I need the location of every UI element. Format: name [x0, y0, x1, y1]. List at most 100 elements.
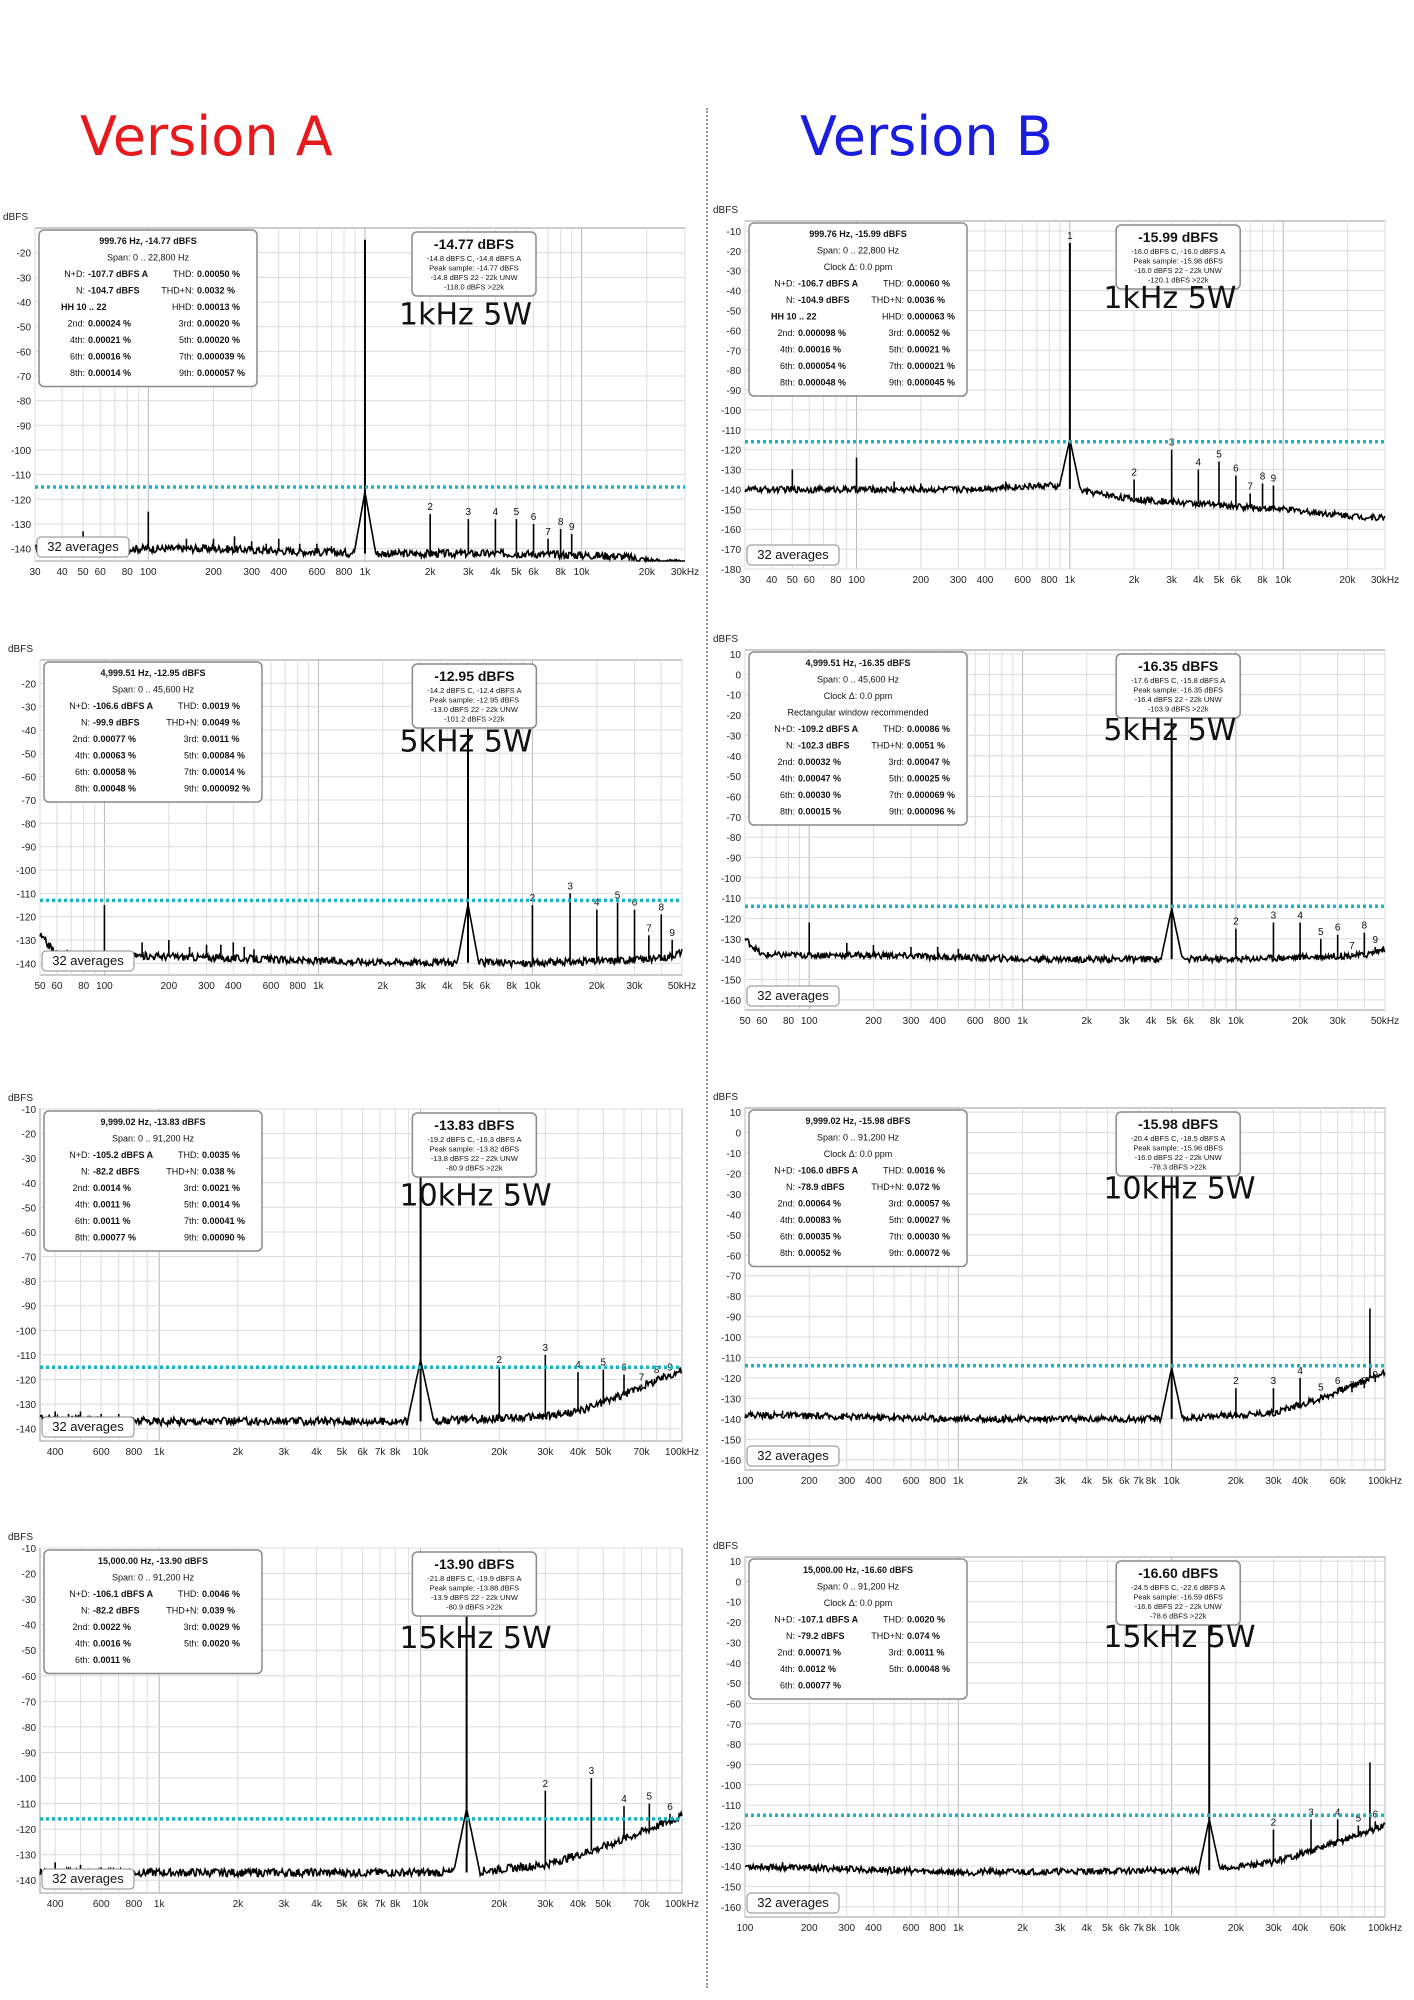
info-key: 2nd: [777, 328, 795, 338]
info-value: 0.0016 % [93, 1639, 131, 1649]
x-tick-label: 200 [801, 1476, 818, 1487]
measurement-info-box [43, 661, 263, 803]
y-tick-label: -140 [721, 1862, 741, 1873]
y-tick-label: -30 [22, 1595, 37, 1606]
y-tick-label: -150 [721, 1882, 741, 1893]
measurement-info-box [748, 222, 968, 397]
harmonic-label: 8 [1362, 921, 1368, 932]
info-value: 0.000057 % [197, 368, 245, 378]
info-value: 0.00047 % [907, 757, 950, 767]
x-tick-label: 1k [1065, 575, 1077, 586]
info-key: THD: [178, 1589, 199, 1599]
harmonic-label: 2 [497, 1355, 503, 1366]
info-key: 6th: [780, 361, 795, 371]
harmonic-label: 9 [1372, 935, 1378, 946]
x-tick-label: 10k [1228, 1016, 1245, 1027]
y-tick-label: -130 [16, 1400, 36, 1411]
harmonic-label: 4 [1297, 1366, 1303, 1377]
harmonic-label: 4 [594, 898, 600, 909]
y-tick-label: -120 [721, 914, 741, 925]
y-tick-label: -10 [727, 227, 742, 238]
y-tick-label: -70 [22, 796, 37, 807]
test-condition-label: 15kHz 5W [400, 1621, 552, 1656]
info-value: 0.00020 % [197, 335, 240, 345]
y-tick-label: -30 [727, 1190, 742, 1201]
info-value: 0.00048 % [93, 784, 136, 794]
y-tick-label: -10 [22, 1105, 37, 1116]
spectrum-trace [34, 491, 685, 564]
info-key: 6th: [70, 352, 85, 362]
info-value: 0.0020 % [202, 1639, 240, 1649]
harmonic-label: 8 [654, 1365, 660, 1376]
x-tick-label: 6k [480, 981, 492, 992]
info-key: 5th: [889, 1664, 904, 1674]
info-key: HHD: [882, 312, 904, 322]
info-key: 4th: [780, 345, 795, 355]
info-value: -109.2 dBFS A [798, 724, 859, 734]
info-span: Span: 0 .. 45,600 Hz [112, 685, 195, 695]
x-tick-label: 300 [838, 1923, 855, 1934]
x-tick-label: 600 [903, 1476, 920, 1487]
y-tick-label: -90 [22, 1302, 37, 1313]
version-b-title: Version B [800, 105, 1053, 168]
x-tick-label: 60 [95, 567, 107, 578]
level-line: -19.2 dBFS C, -16.3 dBFS A [427, 1135, 521, 1144]
info-key: 9th: [184, 1233, 199, 1243]
averages-label: 32 averages [757, 1448, 829, 1463]
x-tick-label: 6k [1119, 1476, 1131, 1487]
harmonic-label: 6 [1335, 923, 1341, 934]
x-tick-label: 2k [425, 567, 437, 578]
info-span: Span: 0 .. 91,200 Hz [112, 1573, 195, 1583]
y-tick-label: -80 [22, 819, 37, 830]
y-tick-label: -100 [721, 406, 741, 417]
harmonic-label: 7 [545, 527, 551, 538]
level-line: Peak sample: -13.88 dBFS [430, 1584, 520, 1593]
info-key: N: [786, 1182, 795, 1192]
info-key: N: [786, 741, 795, 751]
x-tick-label: 100kHz [1368, 1476, 1402, 1487]
y-tick-label: -70 [22, 1697, 37, 1708]
info-value: -78.9 dBFS [798, 1182, 845, 1192]
harmonic-label: 2 [1233, 917, 1239, 928]
info-key: 2nd: [72, 1622, 90, 1632]
info-key: HHD: [172, 302, 194, 312]
info-key: THD+N: [871, 1182, 904, 1192]
level-line: -101.2 dBFS >22k [444, 715, 505, 724]
y-tick-label: -10 [727, 691, 742, 702]
harmonic-label: 4 [1335, 1807, 1341, 1818]
info-key: 3rd: [183, 1622, 199, 1632]
x-tick-label: 6k [357, 1899, 369, 1910]
info-value: 0.000063 % [907, 312, 955, 322]
y-tick-label: -110 [722, 1354, 742, 1365]
x-tick-label: 8k [506, 981, 518, 992]
y-tick-label: -50 [727, 1679, 742, 1690]
x-tick-label: 8k [1146, 1476, 1158, 1487]
x-tick-label: 80 [783, 1016, 795, 1027]
y-tick-label: -110 [17, 1351, 37, 1362]
x-tick-label: 6k [1183, 1016, 1195, 1027]
x-tick-label: 300 [243, 567, 260, 578]
x-tick-label: 800 [126, 1899, 143, 1910]
info-value: 0.0035 % [202, 1150, 240, 1160]
harmonic-label: 4 [1196, 458, 1202, 469]
y-tick-label: -50 [727, 306, 742, 317]
info-key: 5th: [179, 335, 194, 345]
x-tick-label: 1k [154, 1899, 166, 1910]
x-tick-label: 30 [29, 567, 41, 578]
info-value: 0.00052 % [907, 328, 950, 338]
y-tick-label: -140 [16, 959, 36, 970]
fundamental-label: 1 [1067, 231, 1073, 242]
info-value: -104.9 dBFS [798, 295, 850, 305]
y-tick-label: -90 [22, 843, 37, 854]
y-tick-label: -140 [11, 545, 31, 556]
y-tick-label: -20 [727, 1169, 742, 1180]
info-value: 0.000098 % [798, 328, 846, 338]
x-tick-label: 5k [1166, 1016, 1178, 1027]
info-header: 999.76 Hz, -14.77 dBFS [99, 236, 197, 246]
averages-badge [36, 536, 130, 558]
info-value: 0.00077 % [93, 734, 136, 744]
x-tick-label: 200 [801, 1923, 818, 1934]
x-tick-label: 600 [93, 1447, 110, 1458]
level-line: -16.0 dBFS C, -16.0 dBFS A [1131, 247, 1225, 256]
info-value: 0.0011 % [202, 734, 240, 744]
